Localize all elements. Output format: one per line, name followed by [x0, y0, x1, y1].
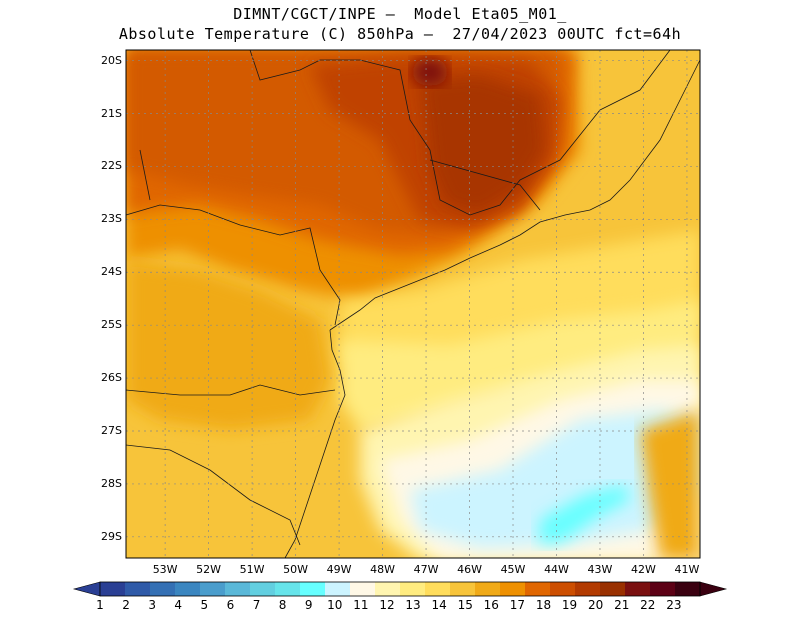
lat-label-21S: 21S [101, 106, 122, 120]
state-border-sc-rs [126, 444, 301, 546]
colorbar-swatch-16 [500, 582, 526, 596]
lat-label-29S: 29S [101, 529, 122, 543]
lon-label-50W: 50W [283, 563, 309, 576]
state-border-ms [139, 149, 151, 201]
colorbar-label-19: 19 [561, 598, 578, 612]
colorbar-swatch-8 [300, 582, 326, 596]
colorbar-frame [99, 581, 701, 597]
field-16-sw [126, 260, 330, 430]
lat-label-28S: 28S [101, 476, 122, 490]
colorbar-label-15: 15 [457, 598, 473, 612]
colorbar-swatch-5 [225, 582, 251, 596]
lon-label-49W: 49W [326, 563, 352, 576]
colorbar-label-8: 8 [278, 598, 287, 612]
colorbar-label-16: 16 [483, 598, 499, 612]
lon-label-43W: 43W [587, 563, 613, 576]
colorbar-label-18: 18 [535, 598, 552, 612]
colorbar-swatch-12 [400, 582, 426, 596]
temperature-field [126, 50, 700, 558]
field-10 [410, 410, 700, 548]
colorbar-swatch-10 [350, 582, 376, 596]
colorbar-label-21: 21 [614, 598, 630, 612]
lon-label-53W: 53W [152, 563, 178, 576]
coastlines-borders [126, 50, 700, 558]
colorbar-label-12: 12 [379, 598, 395, 612]
colorbar-label-2: 2 [122, 598, 130, 612]
colorbar-label-20: 20 [588, 598, 604, 612]
colorbar-swatch-14 [450, 582, 476, 596]
field-22 [412, 58, 448, 86]
field-9 [540, 485, 630, 545]
colorbar-label-10: 10 [327, 598, 343, 612]
colorbar-label-22: 22 [640, 598, 656, 612]
lon-label-41W: 41W [674, 563, 700, 576]
field-16-se [640, 410, 700, 558]
state-border-pr-sc [126, 384, 336, 396]
lon-label-48W: 48W [370, 563, 395, 576]
colorbar-label-7: 7 [252, 598, 261, 612]
colorbar-swatch-7 [275, 582, 301, 596]
colorbar-swatch-0 [100, 582, 126, 596]
colorbar [72, 581, 728, 597]
colorbar-swatch-11 [375, 582, 401, 596]
colorbar-label-9: 9 [304, 598, 313, 612]
colorbar-swatch-18 [550, 582, 576, 596]
colorbar-label-5: 5 [200, 598, 209, 612]
graticule [126, 50, 700, 558]
field-21 [420, 75, 545, 215]
colorbar-swatch-17 [525, 582, 551, 596]
lon-label-42W: 42W [631, 563, 656, 576]
title-line-1: DIMNT/CGCT/INPE – Model Eta05_M01_ [233, 5, 567, 23]
state-border-pr-sp [126, 204, 341, 326]
lat-label-23S: 23S [101, 212, 122, 226]
colorbar-label-6: 6 [226, 598, 235, 612]
lon-label-46W: 46W [457, 563, 482, 576]
colorbar-swatch-13 [425, 582, 451, 596]
colorbar-swatch-2 [150, 582, 176, 596]
colorbar-label-17: 17 [509, 598, 526, 612]
lon-label-47W: 47W [413, 563, 439, 576]
lon-label-51W: 51W [239, 563, 265, 576]
colorbar-swatch-3 [175, 582, 201, 596]
lat-label-22S: 22S [101, 159, 122, 173]
colorbar-max-arrow [699, 581, 728, 597]
colorbar-label-3: 3 [148, 598, 156, 612]
lon-label-45W: 45W [500, 563, 526, 576]
colorbar-label-4: 4 [174, 598, 183, 612]
colorbar-swatch-4 [200, 582, 226, 596]
colorbar-swatch-19 [575, 582, 601, 596]
colorbar-swatch-21 [625, 582, 651, 596]
colorbar-swatch-20 [600, 582, 626, 596]
lon-label-52W: 52W [196, 563, 222, 576]
colorbar-label-1: 1 [96, 598, 104, 612]
lat-label-24S: 24S [101, 265, 122, 279]
colorbar-swatch-23 [675, 582, 701, 596]
colorbar-label-23: 23 [666, 598, 682, 612]
lat-label-20S: 20S [101, 53, 122, 67]
state-border-mg [249, 50, 671, 216]
colorbar-label-13: 13 [405, 598, 421, 612]
coastline-south [284, 329, 346, 558]
lat-label-26S: 26S [101, 371, 122, 385]
colorbar-label-11: 11 [353, 598, 369, 612]
colorbar-label-14: 14 [431, 598, 447, 612]
lat-label-27S: 27S [101, 424, 122, 437]
lat-label-25S: 25S [101, 318, 122, 332]
colorbar-min-arrow [72, 581, 101, 597]
map-frame [125, 49, 701, 559]
colorbar-swatch-9 [325, 582, 351, 596]
coastline [329, 59, 700, 331]
lon-label-44W: 44W [544, 563, 569, 576]
colorbar-swatch-1 [125, 582, 151, 596]
colorbar-swatch-6 [250, 582, 276, 596]
state-border-rj [429, 159, 541, 211]
colorbar-swatch-22 [650, 582, 676, 596]
colorbar-swatch-15 [475, 582, 501, 596]
title-line-2: Absolute Temperature (C) 850hPa – 27/04/… [118, 25, 682, 43]
